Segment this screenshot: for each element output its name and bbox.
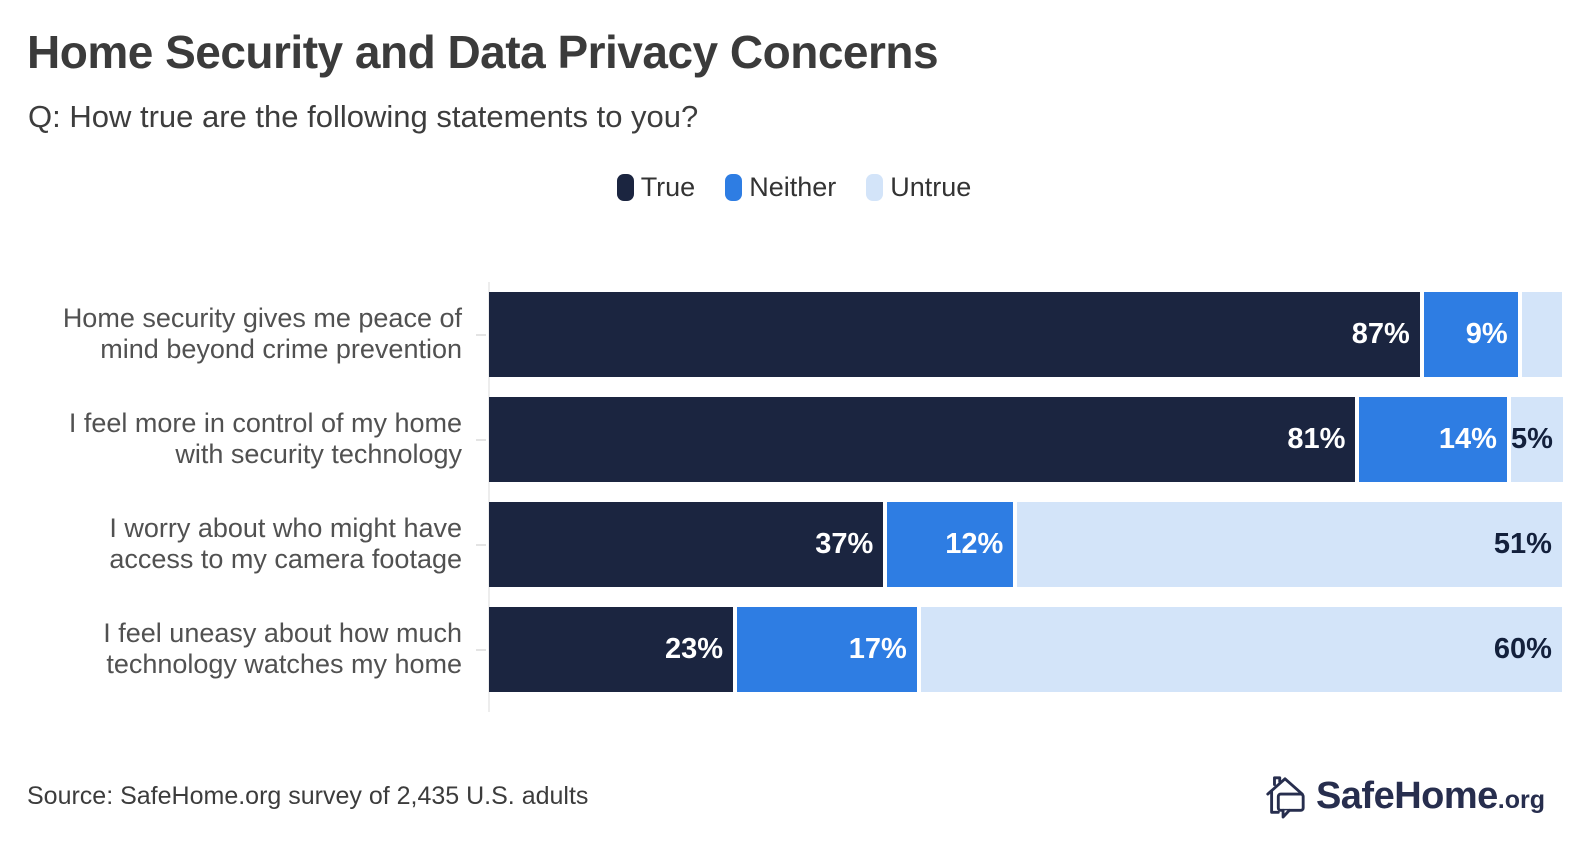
legend-label: Neither bbox=[749, 172, 837, 203]
segment-value-label: 51% bbox=[1493, 527, 1552, 560]
stacked-bar-chart: Home security gives me peace of mind beyo… bbox=[27, 281, 1563, 712]
bar-segment-true: 37% bbox=[489, 501, 884, 587]
legend: True Neither Untrue bbox=[0, 172, 1588, 203]
category-label: I worry about who might have access to my… bbox=[27, 502, 462, 587]
source-note: Source: SafeHome.org survey of 2,435 U.S… bbox=[27, 781, 589, 810]
legend-swatch-untrue bbox=[866, 174, 884, 202]
legend-item-true: True bbox=[616, 172, 696, 203]
category-label-line: mind beyond crime prevention bbox=[100, 334, 462, 365]
chart-row-1: Home security gives me peace of mind beyo… bbox=[27, 291, 1562, 377]
house-chat-icon bbox=[1266, 776, 1305, 819]
chart-row-2: I feel more in control of my home with se… bbox=[27, 396, 1563, 482]
bar-segment-true: 87% bbox=[489, 291, 1420, 377]
segment-value-label: 9% bbox=[1465, 317, 1508, 350]
logo-text: SafeHome bbox=[1315, 774, 1498, 817]
segment-value-label: 17% bbox=[848, 632, 907, 665]
axis-tick bbox=[476, 439, 486, 442]
bar-segment-neither: 14% bbox=[1359, 396, 1507, 482]
bar-segment-neither: 12% bbox=[887, 501, 1014, 587]
legend-item-untrue: Untrue bbox=[866, 172, 971, 203]
chart-subtitle: Q: How true are the following statements… bbox=[28, 98, 699, 134]
category-label-line: technology watches my home bbox=[106, 649, 462, 680]
segment-value-label: 5% bbox=[1510, 422, 1553, 455]
legend-swatch-neither bbox=[725, 174, 743, 202]
footer: Source: SafeHome.org survey of 2,435 U.S… bbox=[27, 767, 1545, 825]
chart-title: Home Security and Data Privacy Concerns bbox=[27, 26, 939, 78]
chart-row-4: I feel uneasy about how much technology w… bbox=[27, 606, 1562, 692]
bar-segment-untrue bbox=[1521, 291, 1562, 377]
segment-value-label: 23% bbox=[665, 632, 724, 665]
axis-tick bbox=[476, 544, 486, 547]
category-label-line: I worry about who might have bbox=[109, 513, 462, 544]
bar-segment-untrue: 60% bbox=[920, 606, 1562, 692]
bar-segment-untrue: 51% bbox=[1017, 501, 1562, 587]
segment-value-label: 12% bbox=[945, 527, 1004, 560]
bar-track: 87% 9% bbox=[476, 291, 1562, 377]
bar-segment-neither: 9% bbox=[1423, 291, 1518, 377]
legend-swatch-true bbox=[616, 174, 634, 202]
logo-wordmark: SafeHome .org bbox=[1316, 775, 1545, 818]
segment-value-label: 37% bbox=[815, 527, 874, 560]
category-label: I feel more in control of my home with se… bbox=[27, 397, 462, 482]
bar-track: 81% 14% 5% bbox=[476, 396, 1563, 482]
logo-suffix: .org bbox=[1497, 785, 1545, 814]
segment-value-label: 81% bbox=[1287, 422, 1346, 455]
bar-segment-neither: 17% bbox=[737, 606, 917, 692]
legend-label: True bbox=[640, 172, 696, 203]
safehome-logo: SafeHome .org bbox=[1263, 773, 1545, 819]
category-label: I feel uneasy about how much technology w… bbox=[27, 607, 462, 692]
category-label-line: access to my camera footage bbox=[109, 544, 462, 575]
bar-segment-true: 23% bbox=[489, 606, 734, 692]
y-axis-line bbox=[488, 281, 490, 712]
segment-value-label: 60% bbox=[1493, 632, 1552, 665]
category-label-line: with security technology bbox=[175, 439, 462, 470]
segment-value-label: 87% bbox=[1351, 317, 1410, 350]
bar-track: 37% 12% 51% bbox=[476, 501, 1562, 587]
bar-track: 23% 17% 60% bbox=[476, 606, 1562, 692]
category-label-line: I feel more in control of my home bbox=[68, 408, 462, 439]
legend-item-neither: Neither bbox=[725, 172, 836, 203]
category-label: Home security gives me peace of mind beyo… bbox=[27, 292, 462, 377]
category-label-line: Home security gives me peace of bbox=[62, 303, 462, 334]
axis-tick bbox=[476, 334, 486, 337]
category-label-line: I feel uneasy about how much bbox=[103, 618, 462, 649]
bar-segment-untrue: 5% bbox=[1510, 396, 1563, 482]
bar-segment-true: 81% bbox=[489, 396, 1356, 482]
segment-value-label: 14% bbox=[1438, 422, 1497, 455]
legend-label: Untrue bbox=[890, 172, 972, 203]
chart-row-3: I worry about who might have access to my… bbox=[27, 501, 1562, 587]
axis-tick bbox=[476, 649, 486, 652]
